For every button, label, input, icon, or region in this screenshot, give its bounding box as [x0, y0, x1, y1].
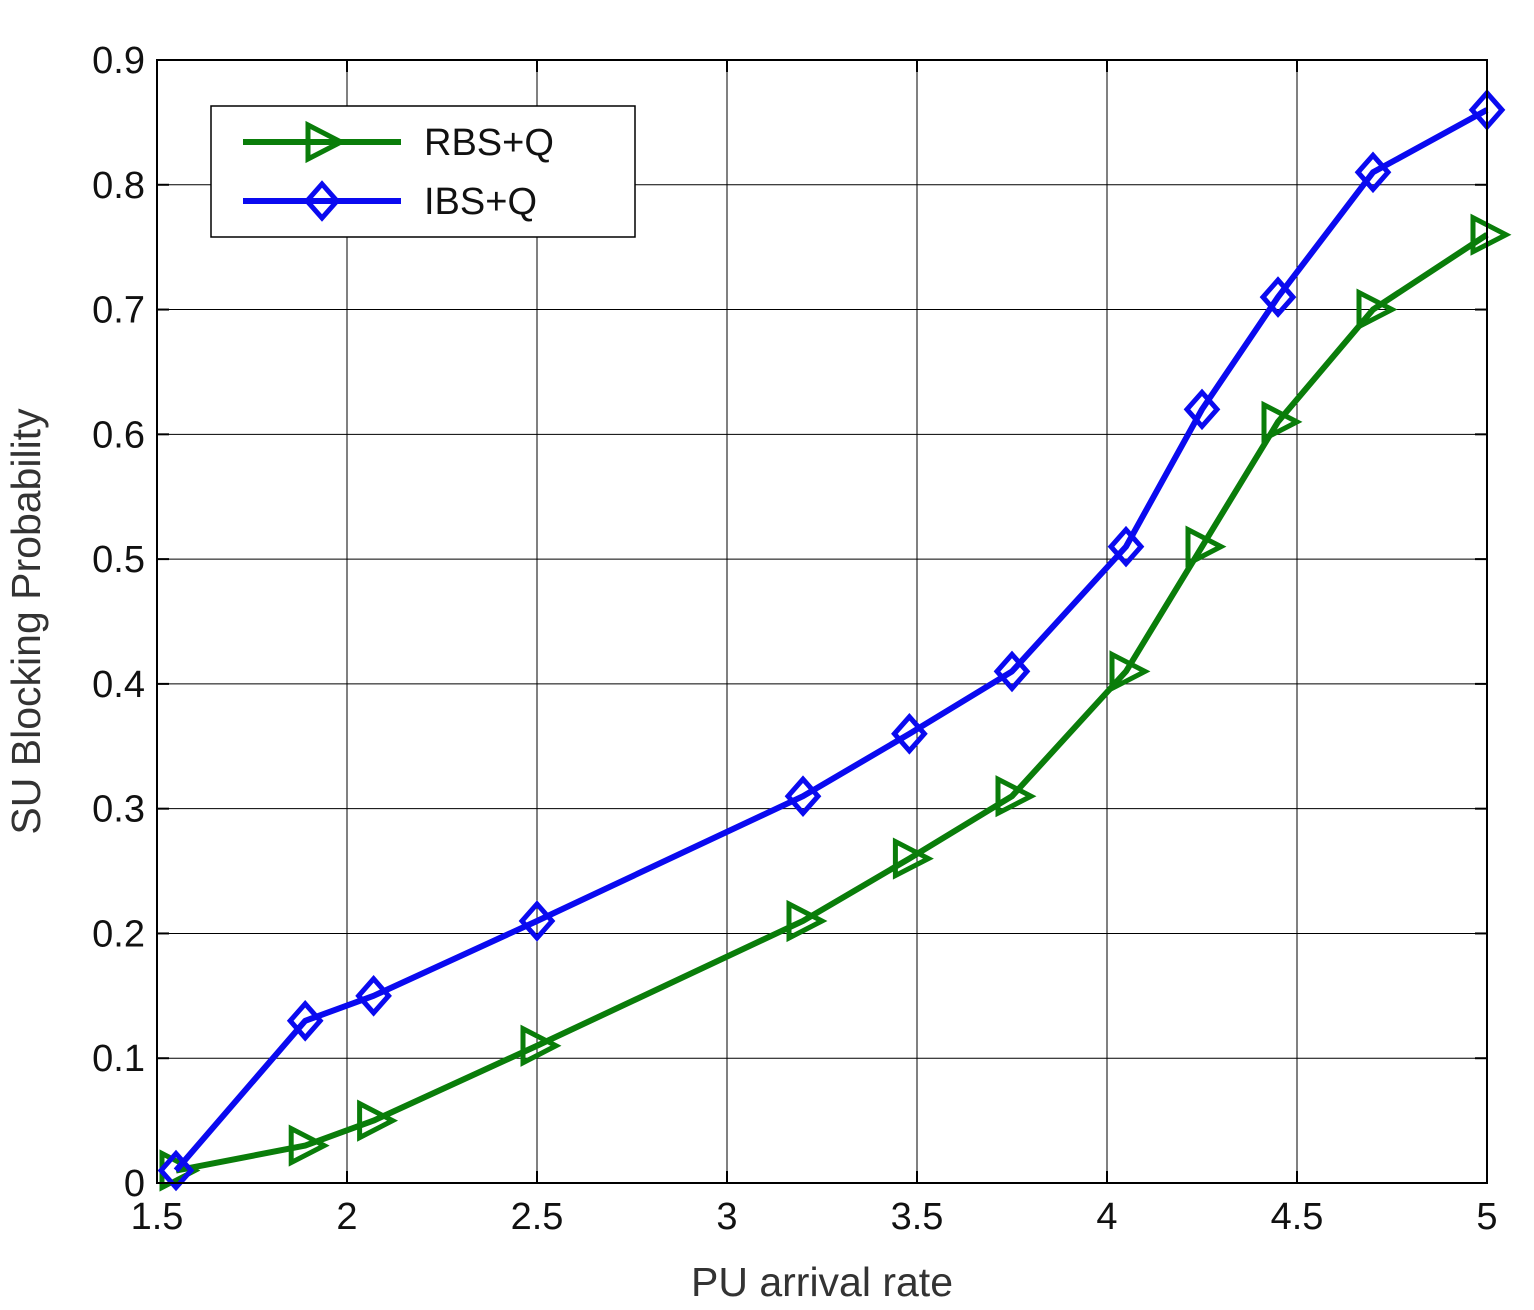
x-tick-labels: 1.5 2 2.5 3 3.5 4 4.5 5: [131, 1196, 1498, 1238]
y-tick-label: 0.4: [92, 664, 145, 706]
series-line: [175, 232, 1489, 1174]
data-point: [1183, 388, 1221, 431]
data-point: [1354, 151, 1392, 194]
data-point: [784, 775, 822, 817]
data-point: [993, 650, 1031, 693]
x-tick-label: 4.5: [1271, 1196, 1324, 1238]
series-lines: [157, 89, 1512, 1192]
legend-marker: [305, 120, 347, 164]
data-point: [891, 713, 928, 755]
x-axis-title: PU arrival rate: [691, 1259, 953, 1305]
plot-frame: [156, 59, 1488, 1184]
data-point: [1261, 400, 1303, 443]
data-point: [1356, 288, 1398, 331]
y-tick-label: 0.1: [92, 1038, 145, 1080]
data-point: [518, 900, 556, 942]
data-point: [995, 775, 1037, 818]
y-tick-label: 0.5: [92, 539, 145, 581]
y-tick-label: 0.8: [92, 165, 145, 207]
data-point: [357, 1099, 399, 1142]
data-point: [1185, 525, 1227, 568]
data-point: [355, 975, 392, 1017]
legend: RBS+Q IBS+Q: [210, 105, 636, 238]
legend-entry: RBS+Q: [243, 120, 554, 164]
legend-label: IBS+Q: [424, 181, 537, 223]
x-tick-label: 3: [716, 1196, 737, 1238]
data-point: [520, 1024, 562, 1067]
y-axis-title: SU Blocking Probability: [3, 408, 49, 835]
data-point: [1470, 213, 1512, 256]
x-tick-label: 5: [1476, 1196, 1497, 1238]
y-tick-label: 0.9: [92, 40, 145, 82]
data-point: [157, 1149, 195, 1192]
x-tick-label: 3.5: [891, 1196, 944, 1238]
y-tick-label: 0.2: [92, 913, 145, 955]
legend-entries: RBS+Q IBS+Q: [243, 120, 554, 223]
y-tick-labels: 0 0.1 0.2 0.3 0.4 0.5 0.6 0.7 0.8 0.9: [92, 40, 145, 1205]
data-point: [786, 899, 828, 943]
y-tick-label: 0.3: [92, 789, 145, 831]
x-tick-label: 4: [1096, 1196, 1117, 1238]
data-point: [892, 837, 934, 880]
data-point: [286, 1000, 324, 1042]
grid: [157, 60, 1487, 1183]
legend-box: [210, 105, 636, 238]
legend-entry: IBS+Q: [243, 180, 537, 223]
y-tick-label: 0.7: [92, 290, 145, 332]
x-tick-label: 1.5: [131, 1196, 184, 1238]
legend-label: RBS+Q: [424, 122, 554, 164]
y-tick-label: 0.6: [92, 414, 145, 456]
y-tick-label: 0: [124, 1163, 145, 1205]
legend-marker: [303, 180, 341, 222]
data-point: [1107, 525, 1145, 568]
series-rbs-q: [159, 213, 1512, 1192]
x-tick-label: 2: [336, 1196, 357, 1238]
series-ibs-q: [157, 89, 1506, 1192]
x-tick-label: 2.5: [511, 1196, 564, 1238]
data-point: [1259, 276, 1297, 318]
data-point: [288, 1124, 330, 1167]
data-point: [1109, 650, 1151, 693]
